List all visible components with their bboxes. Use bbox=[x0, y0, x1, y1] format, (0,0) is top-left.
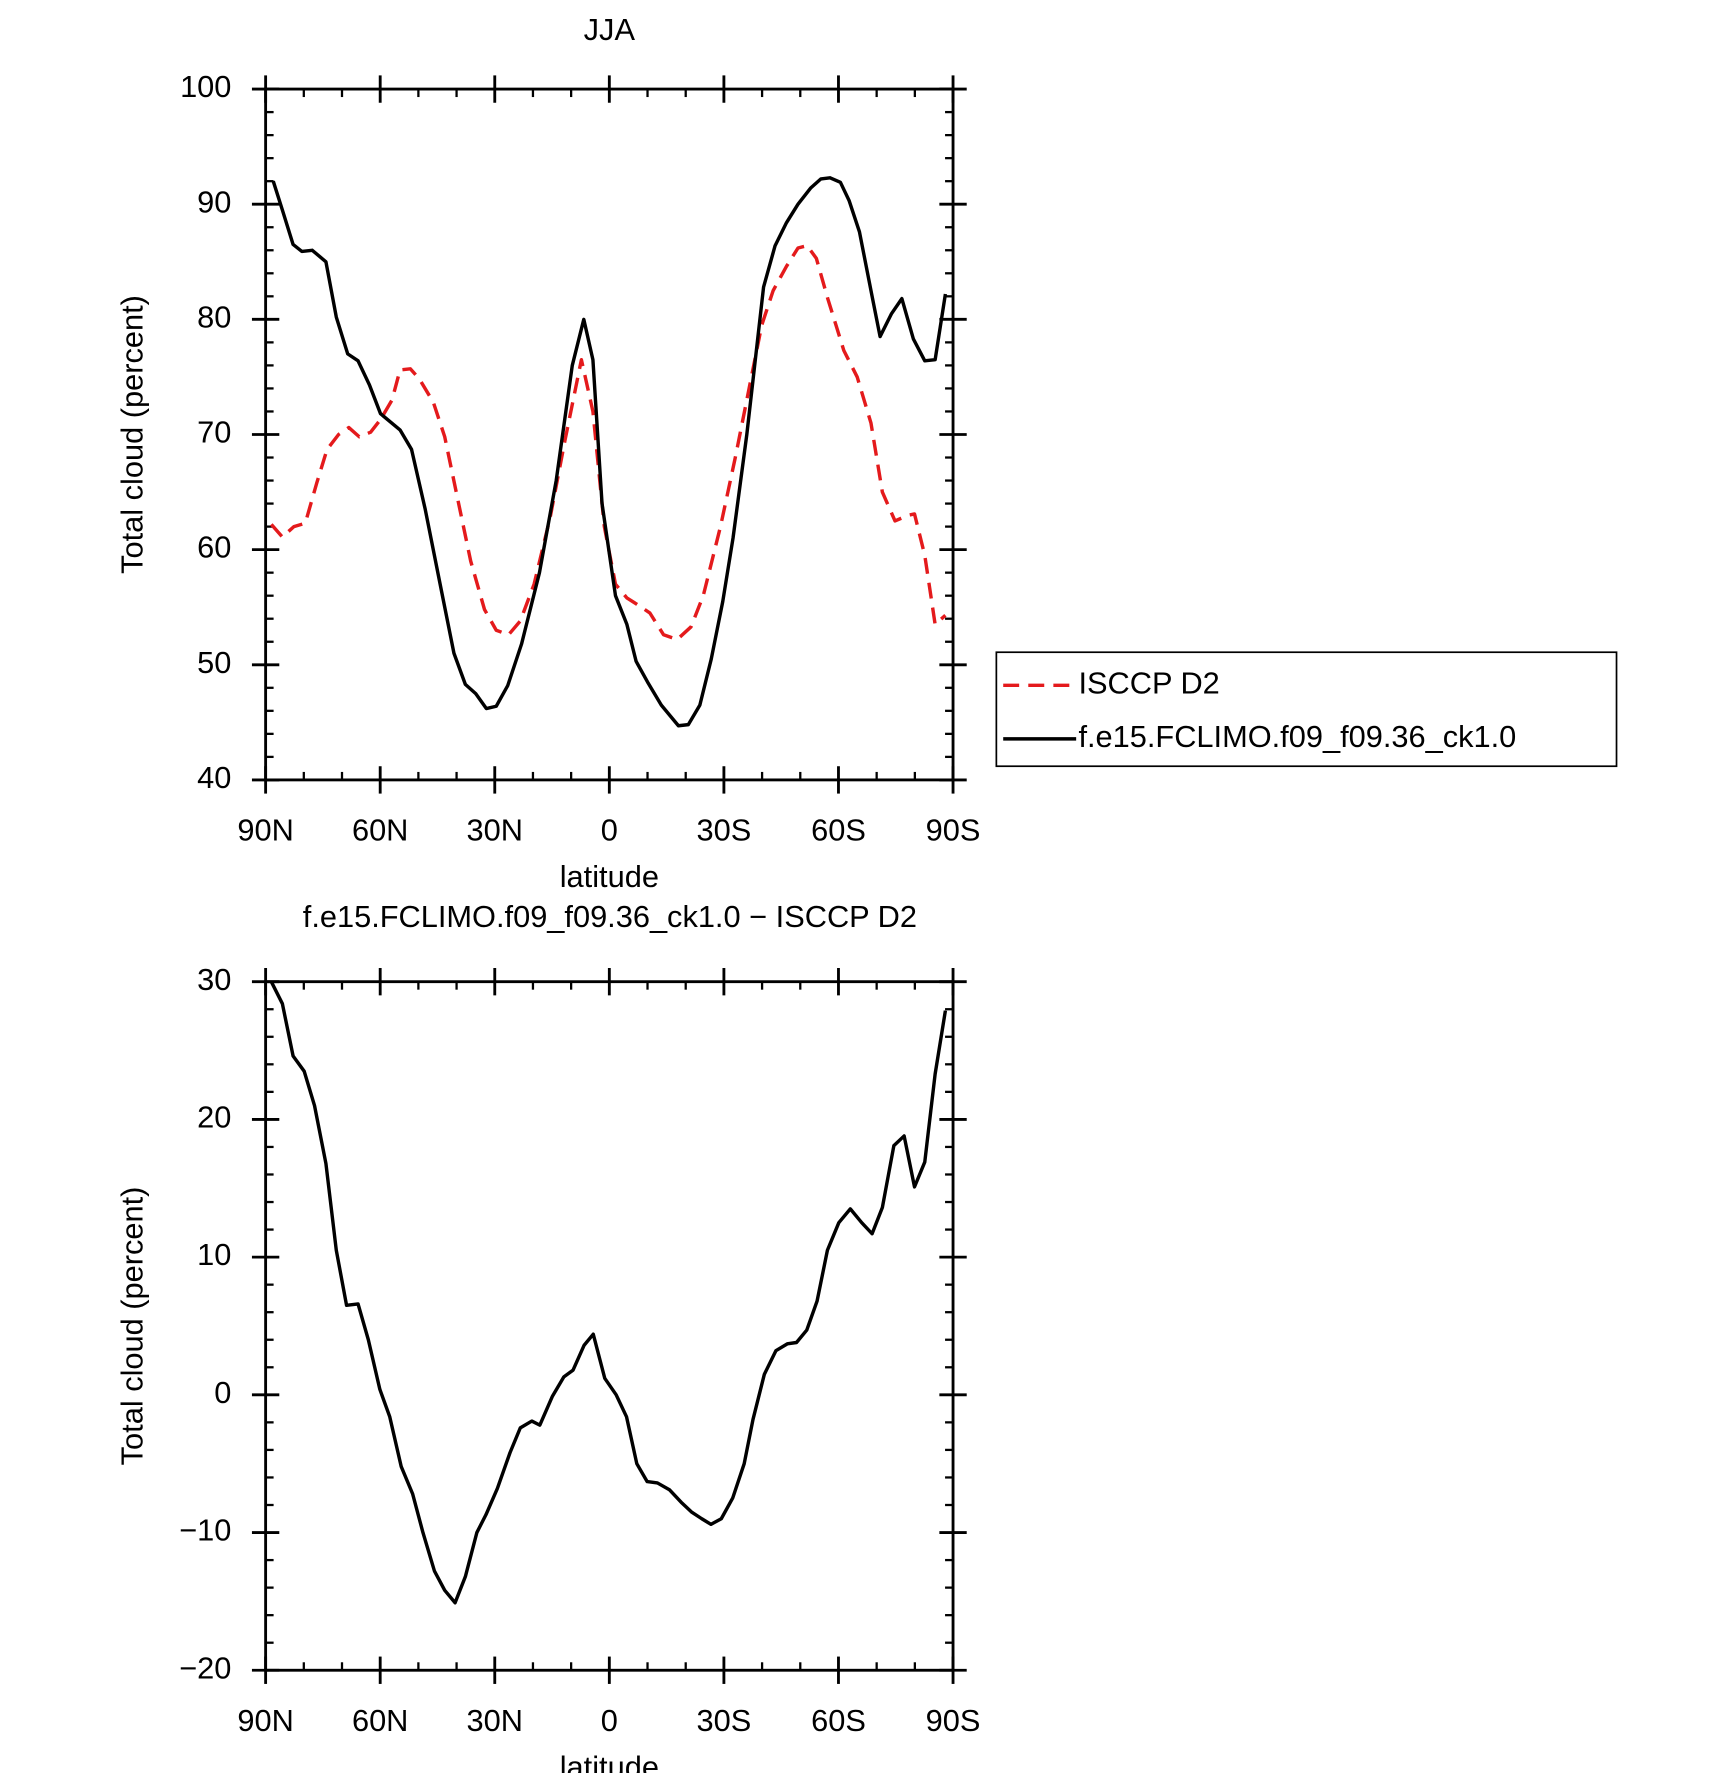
x-tick-label: 90N bbox=[237, 812, 293, 847]
y-tick-label: 80 bbox=[197, 299, 231, 334]
data-line bbox=[271, 176, 948, 728]
x-tick-label: 90S bbox=[926, 812, 981, 847]
y-tick-label: 50 bbox=[197, 645, 231, 680]
x-tick-label: 60S bbox=[811, 1703, 866, 1738]
y-tick-label: 30 bbox=[197, 962, 231, 997]
x-tick-label: 90N bbox=[237, 1703, 293, 1738]
y-tick-label: −20 bbox=[179, 1650, 231, 1685]
y-tick-label: 40 bbox=[197, 760, 231, 795]
y-tick-label: 0 bbox=[214, 1375, 231, 1410]
x-axis-label: latitude bbox=[560, 1750, 659, 1773]
y-tick-label: 100 bbox=[180, 69, 231, 104]
y-tick-label: 90 bbox=[197, 184, 231, 219]
plot-frame bbox=[264, 980, 955, 1672]
x-tick-label: 30N bbox=[467, 812, 523, 847]
y-tick-label: 60 bbox=[197, 530, 231, 565]
y-tick-label: 20 bbox=[197, 1100, 231, 1135]
legend-label: ISCCP D2 bbox=[1078, 665, 1219, 700]
y-axis-label: Total cloud (percent) bbox=[115, 295, 150, 574]
x-tick-label: 30N bbox=[467, 1703, 523, 1738]
x-tick-label: 0 bbox=[601, 812, 618, 847]
x-tick-label: 30S bbox=[697, 1703, 752, 1738]
x-tick-label: 60N bbox=[352, 812, 408, 847]
y-axis-label: Total cloud (percent) bbox=[115, 1187, 150, 1466]
legend-label: f.e15.FCLIMO.f09_f09.36_ck1.0 bbox=[1078, 719, 1516, 754]
x-tick-label: 30S bbox=[697, 812, 752, 847]
y-tick-label: −10 bbox=[179, 1513, 231, 1548]
data-line bbox=[270, 243, 947, 642]
x-tick-label: 0 bbox=[601, 1703, 618, 1738]
y-tick-label: 70 bbox=[197, 415, 231, 450]
x-tick-label: 60S bbox=[811, 812, 866, 847]
legend-box bbox=[995, 651, 1618, 768]
x-tick-label: 90S bbox=[926, 1703, 981, 1738]
chart-title: JJA bbox=[584, 12, 636, 47]
x-axis-label: latitude bbox=[560, 859, 659, 894]
x-tick-label: 60N bbox=[352, 1703, 408, 1738]
data-line bbox=[269, 980, 948, 1605]
y-tick-label: 10 bbox=[197, 1237, 231, 1272]
chart-title: f.e15.FCLIMO.f09_f09.36_ck1.0 − ISCCP D2 bbox=[303, 899, 917, 934]
